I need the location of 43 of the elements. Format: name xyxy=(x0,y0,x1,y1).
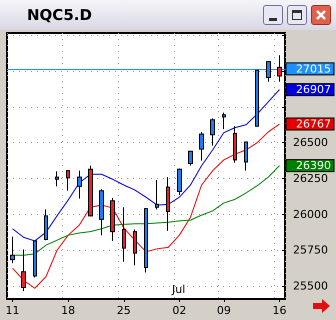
candlestick xyxy=(88,165,93,218)
x-tick-label: 09 xyxy=(216,304,231,317)
candlestick xyxy=(233,126,237,164)
y-tick-label: 26250 xyxy=(293,172,328,186)
y-tick-label: 26500 xyxy=(293,136,328,150)
line-series xyxy=(12,89,280,242)
candlestick xyxy=(122,206,126,262)
candlestick xyxy=(10,236,15,264)
candlestick xyxy=(66,169,70,192)
annotation: Jul xyxy=(171,283,186,296)
ref-line-label: 27015 xyxy=(296,62,331,76)
y-tick-label: 25500 xyxy=(293,280,328,293)
candlestick xyxy=(155,179,159,210)
x-tick-label: 25 xyxy=(116,304,131,317)
candlestick xyxy=(199,131,204,162)
y-tick-label: 25750 xyxy=(293,244,328,257)
candlestick xyxy=(188,150,193,166)
line-series xyxy=(12,165,280,256)
x-tick-label: 02 xyxy=(172,304,186,317)
candlestick xyxy=(266,60,271,82)
candlestick xyxy=(110,197,115,242)
candlestick xyxy=(77,170,82,200)
candlestick xyxy=(144,207,148,273)
candlestick xyxy=(99,188,104,236)
candlestick xyxy=(33,240,37,278)
chart-title: NQC5.D xyxy=(27,6,92,24)
candlestick xyxy=(44,208,48,241)
candlestick xyxy=(177,168,182,196)
candlestick xyxy=(244,141,248,172)
candlestick xyxy=(255,70,259,127)
text: 26907 xyxy=(296,83,331,96)
y-tick-label: 26000 xyxy=(293,208,328,221)
candlestick xyxy=(166,176,170,232)
candlestick xyxy=(210,118,215,146)
candlestick xyxy=(133,228,137,266)
x-tick-label: 11 xyxy=(6,304,20,317)
candlestick xyxy=(55,170,59,187)
candlestick xyxy=(222,112,226,130)
x-tick-label: 18 xyxy=(61,304,76,317)
text: 26767 xyxy=(296,118,331,131)
text: 26390 xyxy=(296,159,331,172)
candlestick xyxy=(21,249,26,292)
x-tick-label: 16 xyxy=(272,304,286,317)
